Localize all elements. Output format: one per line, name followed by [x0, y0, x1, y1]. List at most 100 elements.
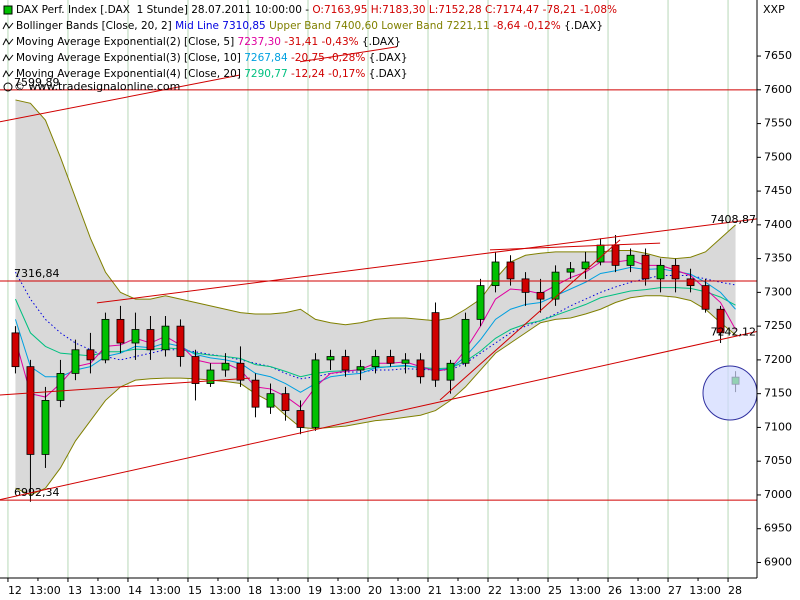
y-tick-label: 7300: [764, 285, 792, 298]
x-tick-label: 19: [308, 584, 322, 597]
legend-text: -31,41 -0,43%: [284, 36, 362, 48]
x-tick-label: 28: [728, 584, 742, 597]
x-tick-label: 21: [428, 584, 442, 597]
x-tick-label: 13:00: [209, 584, 241, 597]
trend-line: [0, 74, 241, 123]
legend-line: Moving Average Exponential(4) [Close, 20…: [16, 68, 408, 80]
x-tick-label: 13:00: [449, 584, 481, 597]
x-tick-label: 13:00: [29, 584, 61, 597]
y-tick-label: 7400: [764, 218, 792, 231]
bollinger-lower: [15, 295, 736, 496]
x-tick-label: 22: [488, 584, 502, 597]
y-tick-label: 7450: [764, 184, 792, 197]
trend-line: [96, 218, 758, 304]
legend-text: Moving Average Exponential(4) [Close, 20…: [16, 68, 244, 80]
x-tick-label: 13:00: [389, 584, 421, 597]
candle-body: [191, 356, 200, 384]
y-tick-label: 7500: [764, 150, 792, 163]
legend-text: Upper Band 7400,60 Lower Band 7221,11: [269, 20, 493, 32]
legend-text: {.DAX}: [362, 36, 401, 48]
trend-line: [439, 239, 621, 401]
watermark: © www.tradesignalonline.com: [14, 80, 180, 93]
candle-body: [701, 285, 710, 310]
candle-body: [176, 325, 185, 357]
line-label: 7599,89: [14, 76, 60, 89]
legend-line: Bollinger Bands [Close, 20, 2] Mid Line …: [16, 20, 603, 32]
candle-body: [401, 359, 410, 364]
x-tick-label: 12: [8, 584, 22, 597]
legend-text: 7290,77: [244, 68, 291, 80]
y-tick-label: 7600: [764, 83, 792, 96]
candle-body: [416, 359, 425, 378]
x-tick-label: 13:00: [509, 584, 541, 597]
trend-line: [489, 242, 661, 251]
candle-body: [386, 356, 395, 364]
candle-body: [656, 264, 665, 280]
candle-body: [161, 325, 170, 351]
candle-body: [626, 254, 635, 266]
candle-body: [491, 261, 500, 287]
legend-text: DAX Perf. Index [.DAX 1 Stunde] 28.07.20…: [16, 4, 312, 16]
legend-icon: [3, 5, 13, 15]
trend-label: 7242,12: [711, 325, 757, 338]
candle-body: [71, 349, 80, 374]
corner-label: XXP: [763, 3, 785, 16]
candle-body: [326, 356, 335, 361]
x-tick-label: 13:00: [89, 584, 121, 597]
candle-body: [446, 362, 455, 381]
legend-text: 7237,30: [238, 36, 285, 48]
legend-text: {.DAX}: [369, 68, 408, 80]
y-tick-label: 7650: [764, 49, 792, 62]
x-tick-label: 13:00: [569, 584, 601, 597]
indicator-line: [15, 271, 736, 380]
x-tick-label: 15: [188, 584, 202, 597]
candle-body: [281, 393, 290, 411]
candle-body: [266, 393, 275, 408]
candle-body: [131, 329, 140, 344]
trend-line: [0, 330, 758, 501]
y-tick-label: 6900: [764, 555, 792, 568]
y-tick-label: 7200: [764, 353, 792, 366]
legend-icon: [2, 69, 14, 78]
x-tick-label: 25: [548, 584, 562, 597]
trend-line: [0, 377, 250, 396]
legend: DAX Perf. Index [.DAX 1 Stunde] 28.07.20…: [2, 4, 617, 93]
legend-line: Moving Average Exponential(3) [Close, 10…: [16, 52, 408, 64]
candle-body: [641, 254, 650, 280]
legend-text: -12,24 -0,17%: [291, 68, 369, 80]
legend-icon: [2, 21, 14, 30]
candle-body: [251, 379, 260, 408]
legend-text: {.DAX}: [564, 20, 603, 32]
candle-body: [551, 271, 560, 300]
x-tick-label: 26: [608, 584, 622, 597]
x-tick-label: 18: [248, 584, 262, 597]
candle-body: [236, 362, 245, 381]
candle-body: [41, 400, 50, 455]
legend-text: -20,75 -0,28%: [291, 52, 369, 64]
candle-body: [566, 268, 575, 273]
candle-body: [356, 366, 365, 371]
legend-text: -8,64 -0,12%: [493, 20, 564, 32]
legend-line: DAX Perf. Index [.DAX 1 Stunde] 28.07.20…: [16, 4, 617, 16]
x-tick-label: 14: [128, 584, 142, 597]
line-label: 7316,84: [14, 267, 60, 280]
y-tick-label: 6950: [764, 522, 792, 535]
candle-body: [536, 291, 545, 300]
x-tick-label: 27: [668, 584, 682, 597]
x-tick-label: 20: [368, 584, 382, 597]
legend-text: Moving Average Exponential(2) [Close, 5]: [16, 36, 238, 48]
candle-body: [476, 285, 485, 320]
legend-text: 7267,84: [244, 52, 291, 64]
candle-body: [86, 349, 95, 361]
y-tick-label: 7250: [764, 319, 792, 332]
candle-body: [56, 373, 65, 401]
highlight-circle: [702, 365, 758, 421]
y-tick-label: 7050: [764, 454, 792, 467]
candle-body: [311, 359, 320, 428]
trend-label: 7408,87: [711, 213, 757, 226]
candle-body: [146, 329, 155, 351]
y-tick-label: 7100: [764, 420, 792, 433]
candle-body: [26, 366, 35, 455]
